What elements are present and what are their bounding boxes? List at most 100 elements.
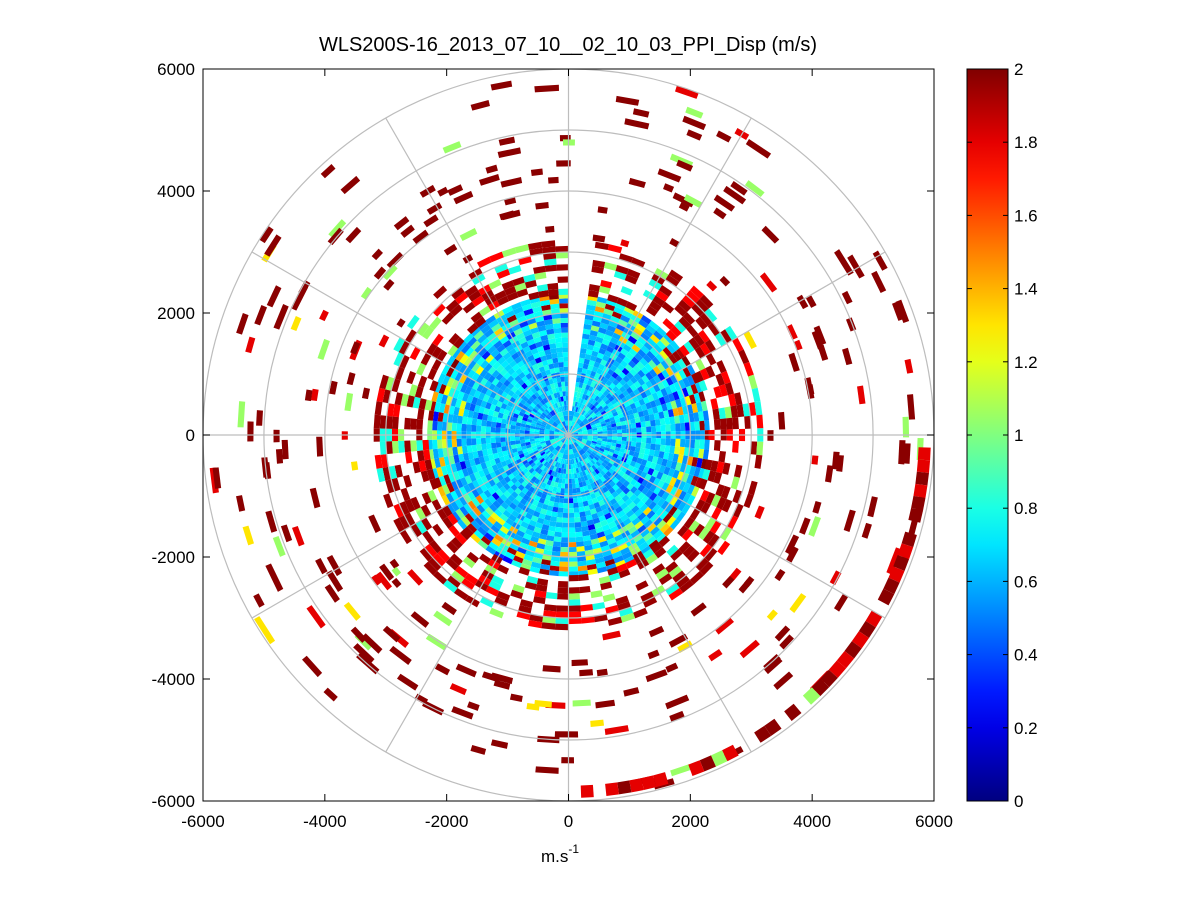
- data-cell: [541, 240, 556, 248]
- data-cell: [560, 546, 569, 553]
- data-cell: [633, 451, 640, 458]
- data-cell: [560, 317, 569, 324]
- data-cell: [659, 510, 669, 520]
- data-cell: [543, 478, 549, 485]
- data-cell: [394, 366, 405, 381]
- data-cell: [442, 141, 462, 154]
- data-cell: [651, 392, 659, 401]
- data-cell: [459, 460, 467, 470]
- data-cell: [614, 506, 623, 514]
- data-cell: [642, 596, 658, 608]
- data-cell: [642, 466, 650, 474]
- data-cell: [543, 610, 557, 618]
- data-cell: [482, 449, 489, 457]
- data-cell: [640, 421, 647, 428]
- data-cell: [480, 324, 492, 335]
- data-cell: [581, 616, 595, 624]
- data-cell: [596, 331, 606, 339]
- data-cell: [676, 347, 686, 359]
- data-cell: [361, 633, 383, 654]
- data-cell: [450, 553, 463, 566]
- azimuth-spoke: [567, 117, 752, 436]
- data-cell: [455, 663, 477, 678]
- data-cell: [611, 426, 617, 431]
- data-cell: [466, 322, 479, 335]
- data-cell: [689, 465, 697, 476]
- data-cell: [558, 288, 569, 296]
- data-cell: [416, 362, 427, 376]
- data-cell: [583, 358, 590, 365]
- data-cell: [509, 693, 523, 702]
- data-cell: [597, 472, 603, 479]
- data-cell: [485, 585, 500, 597]
- data-cell: [561, 757, 575, 764]
- data-cell: [584, 394, 590, 401]
- data-cell: [640, 545, 652, 556]
- data-cell: [448, 525, 460, 538]
- data-cell: [523, 554, 534, 562]
- data-cell: [534, 391, 540, 398]
- data-cell: [622, 506, 632, 514]
- data-cell: [836, 650, 855, 669]
- data-cell: [511, 323, 521, 332]
- data-cell: [670, 764, 691, 777]
- data-cell: [527, 473, 535, 480]
- data-cell: [598, 285, 611, 295]
- data-cell: [491, 377, 500, 386]
- data-cell: [552, 323, 562, 329]
- data-cell: [651, 456, 659, 464]
- data-cell: [568, 415, 574, 421]
- data-cell: [548, 500, 555, 507]
- data-cell: [898, 440, 906, 465]
- data-cell: [516, 360, 525, 368]
- data-cell: [651, 469, 659, 478]
- data-cell: [394, 392, 403, 406]
- data-cell: [549, 520, 557, 527]
- data-cell: [624, 274, 638, 285]
- data-cell: [615, 474, 623, 481]
- data-cell: [577, 497, 583, 503]
- data-cell: [686, 129, 703, 141]
- data-cell: [557, 581, 569, 588]
- data-cell: [688, 337, 700, 350]
- data-cell: [559, 436, 565, 440]
- data-cell: [595, 699, 616, 709]
- data-cell: [535, 424, 541, 428]
- data-cell: [538, 463, 544, 469]
- data-cell: [343, 601, 361, 621]
- data-cell: [588, 418, 594, 423]
- data-cell: [582, 363, 589, 370]
- data-cell: [497, 412, 504, 419]
- data-cell: [657, 479, 665, 489]
- data-cell: [593, 417, 600, 423]
- data-cell: [595, 561, 607, 569]
- data-cell: [544, 448, 550, 454]
- data-cell: [570, 468, 574, 474]
- data-cell: [638, 410, 645, 418]
- data-cell: [491, 537, 502, 547]
- data-cell: [560, 458, 564, 464]
- data-cell: [520, 398, 527, 405]
- data-cell: [653, 486, 662, 496]
- data-cell: [665, 401, 673, 411]
- data-cell: [428, 557, 442, 572]
- data-cell: [526, 418, 533, 423]
- data-cell: [615, 264, 629, 275]
- data-cell: [576, 555, 587, 562]
- data-cell: [553, 435, 560, 439]
- data-cell: [679, 438, 686, 448]
- data-cell: [429, 316, 442, 330]
- data-cell: [705, 352, 717, 366]
- data-cell: [454, 565, 469, 579]
- data-cell: [525, 470, 532, 478]
- data-cell: [394, 464, 403, 478]
- data-cell: [452, 389, 461, 399]
- data-cell: [695, 499, 706, 512]
- azimuth-spoke: [385, 117, 570, 436]
- data-cell: [629, 493, 638, 502]
- data-cell: [496, 497, 505, 506]
- data-cell: [594, 241, 610, 251]
- data-cell: [471, 488, 480, 498]
- data-cell: [594, 474, 601, 481]
- data-cell: [587, 364, 594, 371]
